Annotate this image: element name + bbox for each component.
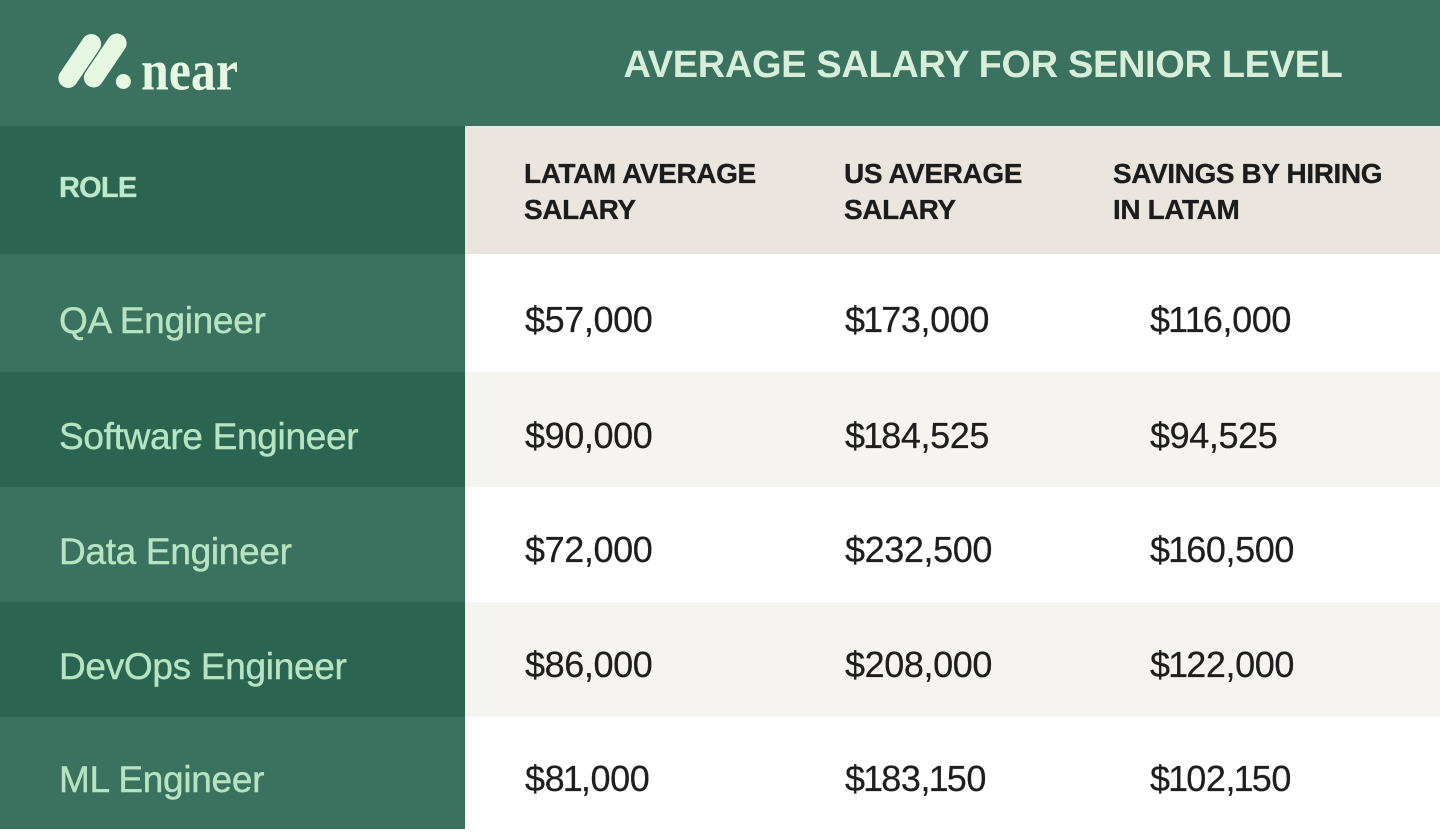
svg-text:near: near	[141, 40, 238, 101]
